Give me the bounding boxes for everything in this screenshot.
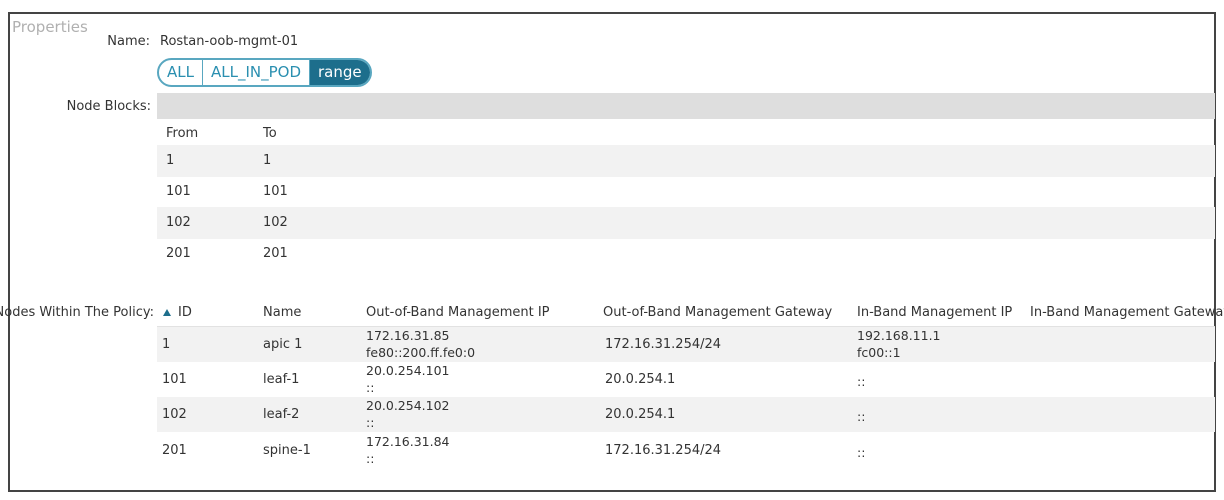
name-label: Name:	[107, 34, 150, 49]
table-row	[157, 397, 1215, 432]
table-cell: 20.0.254.1	[605, 371, 676, 387]
name-value: Rostan-oob-mgmt-01	[160, 34, 299, 49]
table-row	[157, 207, 1215, 239]
table-cell: 201	[263, 245, 288, 261]
table-cell: 172.16.31.85	[366, 328, 450, 343]
table-cell: ::	[366, 380, 375, 395]
table-cell: apic 1	[263, 336, 303, 352]
table-row	[157, 145, 1215, 177]
table-cell: 101	[263, 184, 288, 199]
table-cell: 192.168.11.1	[857, 328, 941, 343]
table-row	[157, 327, 1215, 362]
table-cell: 102	[166, 215, 191, 230]
properties-panel	[8, 12, 1216, 492]
column-header: In-Band Management IP	[857, 305, 1013, 320]
header-divider	[157, 326, 1215, 327]
table-cell: leaf-1	[263, 371, 300, 387]
table-cell: fe80::200.ff.fe0:0	[366, 345, 476, 360]
column-header: Out-of-Band Management IP	[366, 305, 550, 320]
table-cell: 20.0.254.102	[366, 398, 450, 413]
table-cell: 102	[162, 406, 187, 422]
selector-option[interactable]: range	[309, 60, 370, 85]
table-cell: 101	[162, 371, 187, 387]
column-header: Out-of-Band Management Gateway	[603, 305, 833, 320]
table-cell: ::	[857, 373, 866, 389]
table-cell: 201	[166, 245, 191, 261]
column-header: From	[166, 126, 199, 141]
table-cell: 1	[166, 153, 175, 168]
table-cell: ::	[857, 444, 866, 460]
node-blocks-toolbar	[157, 93, 1215, 119]
table-cell: 172.16.31.254/24	[605, 442, 722, 458]
selector-option[interactable]: ALL	[167, 63, 194, 81]
selector-option[interactable]: ALL_IN_POD	[201, 60, 309, 85]
column-header: To	[263, 126, 277, 141]
column-header: Name	[263, 305, 302, 320]
table-cell: 172.16.31.254/24	[605, 336, 722, 352]
sort-indicator[interactable]	[163, 309, 171, 316]
table-cell: 20.0.254.101	[366, 363, 450, 378]
table-cell: 20.0.254.1	[605, 406, 676, 422]
node-blocks-label: Node Blocks:	[66, 99, 151, 114]
table-cell: 102	[263, 215, 288, 230]
table-cell: fc00::1	[857, 345, 901, 360]
table-cell: ::	[366, 415, 375, 430]
panel-title: Properties	[12, 18, 88, 36]
table-cell: 1	[162, 336, 171, 352]
nodes-label: Nodes Within The Policy:	[0, 305, 154, 320]
table-cell: 101	[166, 184, 191, 199]
table-cell: ::	[366, 451, 375, 466]
column-header: In-Band Management Gateway	[1030, 305, 1224, 320]
table-cell: 201	[162, 442, 187, 458]
table-cell: spine-1	[263, 442, 311, 458]
table-cell: 1	[263, 153, 272, 168]
table-cell: 172.16.31.84	[366, 434, 450, 449]
table-cell: ::	[857, 408, 866, 424]
node-selector[interactable]: ALL ALL_IN_POD range	[157, 58, 372, 87]
column-header: ID	[178, 305, 192, 320]
table-cell: leaf-2	[263, 406, 300, 422]
